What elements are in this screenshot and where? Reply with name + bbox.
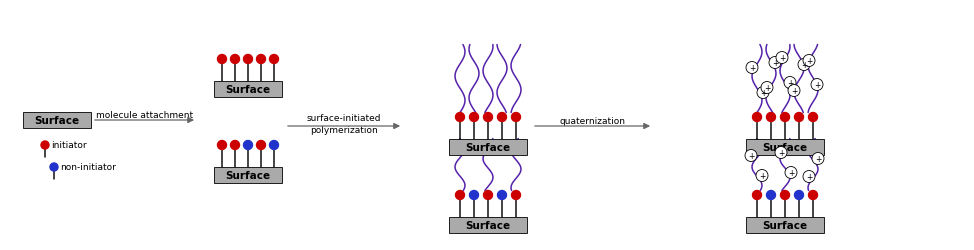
Circle shape bbox=[798, 59, 810, 71]
Circle shape bbox=[808, 191, 817, 200]
FancyBboxPatch shape bbox=[214, 82, 282, 98]
Text: Surface: Surface bbox=[763, 220, 807, 230]
Circle shape bbox=[761, 82, 773, 94]
Text: Surface: Surface bbox=[466, 142, 510, 152]
Circle shape bbox=[757, 87, 769, 99]
Circle shape bbox=[780, 191, 790, 200]
Circle shape bbox=[780, 113, 790, 122]
Circle shape bbox=[776, 52, 788, 64]
Text: +: + bbox=[788, 168, 794, 177]
Text: +: + bbox=[801, 61, 807, 70]
Circle shape bbox=[756, 170, 768, 182]
Text: non-initiator: non-initiator bbox=[60, 163, 116, 172]
Text: +: + bbox=[759, 171, 766, 180]
Circle shape bbox=[469, 113, 478, 122]
Circle shape bbox=[808, 113, 817, 122]
Circle shape bbox=[795, 191, 804, 200]
Text: +: + bbox=[748, 152, 754, 160]
Circle shape bbox=[483, 191, 493, 200]
Circle shape bbox=[50, 163, 58, 171]
FancyBboxPatch shape bbox=[449, 140, 527, 156]
Text: +: + bbox=[814, 81, 820, 90]
Text: +: + bbox=[760, 89, 767, 98]
Circle shape bbox=[231, 55, 240, 64]
Text: +: + bbox=[805, 172, 812, 181]
Text: +: + bbox=[779, 54, 785, 63]
Circle shape bbox=[803, 55, 815, 67]
Text: Surface: Surface bbox=[225, 85, 271, 94]
Circle shape bbox=[469, 191, 478, 200]
Circle shape bbox=[767, 191, 775, 200]
Circle shape bbox=[217, 55, 227, 64]
Text: molecule attachment: molecule attachment bbox=[95, 111, 193, 120]
Circle shape bbox=[41, 142, 49, 150]
Circle shape bbox=[270, 141, 279, 150]
Circle shape bbox=[244, 141, 252, 150]
Circle shape bbox=[775, 147, 787, 159]
Text: Surface: Surface bbox=[466, 220, 510, 230]
Circle shape bbox=[811, 79, 823, 91]
Circle shape bbox=[767, 113, 775, 122]
Text: +: + bbox=[805, 57, 812, 66]
Text: Surface: Surface bbox=[763, 142, 807, 152]
Circle shape bbox=[745, 150, 757, 162]
Circle shape bbox=[456, 113, 465, 122]
FancyBboxPatch shape bbox=[214, 167, 282, 183]
FancyBboxPatch shape bbox=[23, 112, 91, 128]
Text: +: + bbox=[764, 84, 770, 93]
Text: +: + bbox=[749, 64, 755, 73]
Circle shape bbox=[788, 85, 800, 97]
Circle shape bbox=[483, 113, 493, 122]
FancyBboxPatch shape bbox=[746, 140, 824, 156]
Text: +: + bbox=[815, 154, 821, 163]
Circle shape bbox=[270, 55, 279, 64]
Circle shape bbox=[753, 113, 762, 122]
Circle shape bbox=[231, 141, 240, 150]
Circle shape bbox=[803, 171, 815, 183]
Circle shape bbox=[769, 57, 781, 69]
Circle shape bbox=[812, 153, 824, 165]
Circle shape bbox=[784, 77, 796, 89]
Circle shape bbox=[217, 141, 227, 150]
Text: polymerization: polymerization bbox=[310, 126, 378, 135]
Circle shape bbox=[256, 55, 266, 64]
Text: +: + bbox=[771, 59, 778, 68]
Circle shape bbox=[785, 167, 797, 179]
Circle shape bbox=[511, 191, 520, 200]
Text: Surface: Surface bbox=[34, 116, 80, 126]
FancyBboxPatch shape bbox=[449, 217, 527, 233]
Circle shape bbox=[498, 191, 506, 200]
Circle shape bbox=[256, 141, 266, 150]
Circle shape bbox=[753, 191, 762, 200]
Circle shape bbox=[244, 55, 252, 64]
Text: surface-initiated: surface-initiated bbox=[307, 114, 381, 123]
Circle shape bbox=[498, 113, 506, 122]
Circle shape bbox=[746, 62, 758, 74]
Text: quaternization: quaternization bbox=[559, 117, 625, 126]
FancyBboxPatch shape bbox=[746, 217, 824, 233]
Text: initiator: initiator bbox=[51, 141, 87, 150]
Circle shape bbox=[795, 113, 804, 122]
Text: Surface: Surface bbox=[225, 170, 271, 180]
Circle shape bbox=[511, 113, 520, 122]
Circle shape bbox=[456, 191, 465, 200]
Text: +: + bbox=[787, 79, 793, 88]
Text: +: + bbox=[791, 87, 797, 96]
Text: +: + bbox=[778, 148, 784, 157]
